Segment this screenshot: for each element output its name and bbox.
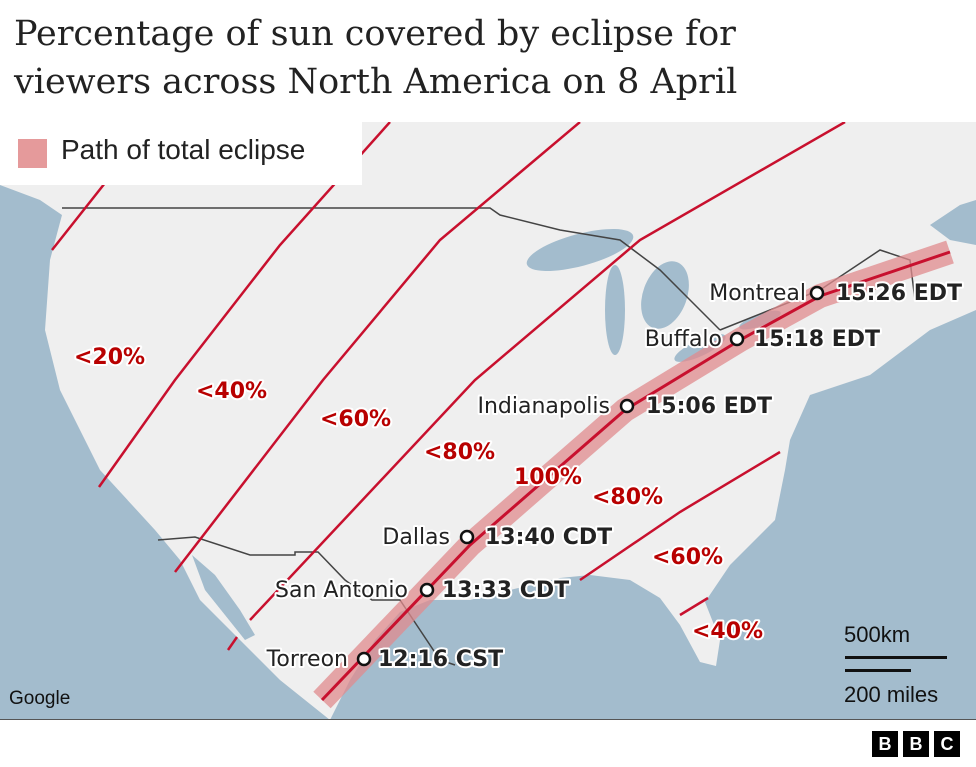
bbc-logo: B B C [872, 731, 960, 757]
city-montreal[interactable]: Montreal 15:26 EDT [707, 279, 964, 308]
line-60-80-south [579, 450, 781, 582]
city-dot [619, 398, 635, 414]
zone-label: <60% [652, 545, 723, 570]
line-60-80 [174, 122, 581, 573]
scale-bar-miles [845, 669, 911, 672]
pacific-ocean [0, 185, 330, 720]
legend: Path of total eclipse [0, 122, 362, 185]
city-time: 13:33 CDT [442, 578, 569, 603]
city-dot [356, 651, 372, 667]
city-name: San Antonio [275, 578, 408, 603]
eclipse-map: <20% <40% <60% <80% 100% <80% <60% <40% … [0, 122, 976, 720]
city-san-antonio[interactable]: San Antonio 13:33 CDT [273, 576, 571, 605]
zone-label: 100% [514, 465, 582, 490]
city-markers: Montreal 15:26 EDT Buffalo 15:18 EDT Ind… [264, 279, 964, 674]
zone-labels: <20% <40% <60% <80% 100% <80% <60% <40% [72, 343, 765, 646]
city-name: Dallas [382, 525, 450, 550]
city-time: 13:40 CDT [485, 525, 612, 550]
city-buffalo[interactable]: Buffalo 15:18 EDT [643, 325, 882, 354]
zone-label: <20% [74, 345, 145, 370]
city-name: Buffalo [645, 327, 722, 352]
total-eclipse-centerline [320, 250, 951, 702]
total-path-swatch [18, 139, 47, 168]
line-80-100-south [226, 636, 239, 651]
city-time: 15:26 EDT [836, 281, 962, 306]
title-line-2: viewers across North America on 8 April [14, 62, 738, 102]
logo-letter: B [872, 731, 898, 757]
gulf-of-st-lawrence [930, 200, 976, 245]
zone-label: <80% [592, 485, 663, 510]
line-80-100 [249, 122, 846, 621]
gulf-and-atlantic [330, 310, 976, 720]
city-time: 15:18 EDT [754, 327, 880, 352]
city-dot [459, 529, 475, 545]
scale-bar-km [845, 656, 947, 659]
legend-label: Path of total eclipse [61, 134, 306, 165]
city-time: 15:06 EDT [646, 394, 772, 419]
zone-label: <80% [424, 440, 495, 465]
city-dot [419, 582, 435, 598]
scale-miles-label: 200 miles [844, 682, 939, 707]
divider [0, 719, 976, 720]
city-name: Indianapolis [477, 394, 610, 419]
city-dot [729, 331, 745, 347]
zone-label: <40% [196, 379, 267, 404]
city-time: 12:16 CST [378, 647, 503, 672]
logo-letter: B [903, 731, 929, 757]
line-40-60-south [679, 596, 709, 617]
zone-label: <60% [320, 407, 391, 432]
line-20-40 [51, 182, 106, 251]
city-dot [809, 285, 825, 301]
zone-label: <40% [692, 619, 763, 644]
scale-km-label: 500km [844, 622, 911, 647]
gulf-of-california [192, 555, 255, 640]
city-dallas[interactable]: Dallas 13:40 CDT [380, 523, 614, 552]
city-torreon[interactable]: Torreon 12:16 CST [264, 645, 505, 674]
city-name: Montreal [709, 281, 806, 306]
logo-letter: C [934, 731, 960, 757]
title-line-1: Percentage of sun covered by eclipse for [14, 14, 736, 54]
city-name: Torreon [266, 647, 348, 672]
map-title: Percentage of sun covered by eclipse for… [14, 10, 737, 106]
map-attribution: Google [9, 688, 71, 709]
city-indianapolis[interactable]: Indianapolis 15:06 EDT [475, 392, 774, 421]
